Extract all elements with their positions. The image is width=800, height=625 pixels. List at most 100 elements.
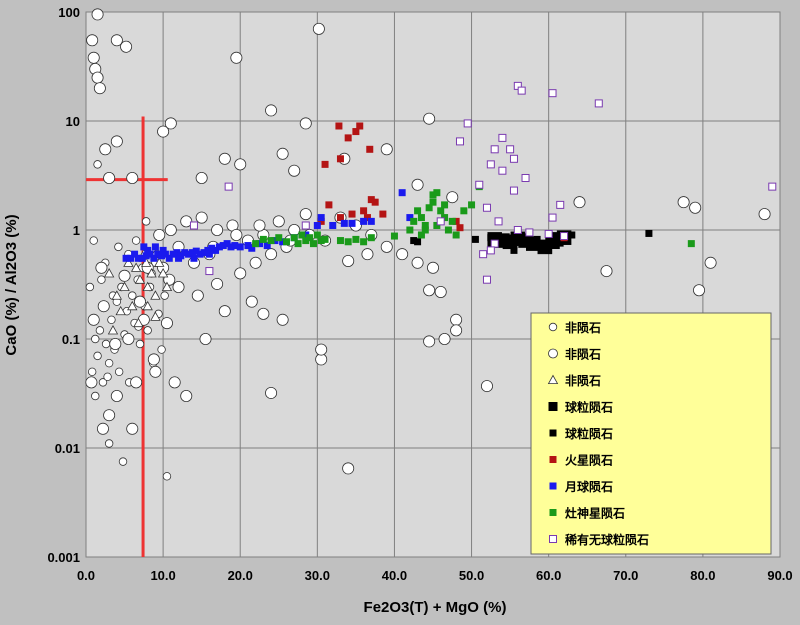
x-axis-title: Fe2O3(T) + MgO (%) <box>364 599 507 616</box>
data-point <box>93 351 102 361</box>
legend-marker <box>549 482 557 490</box>
data-point <box>417 214 425 222</box>
data-point <box>165 254 173 262</box>
data-point <box>180 215 193 228</box>
legend-label: 灶神星陨石 <box>565 506 625 521</box>
data-point <box>410 217 418 225</box>
data-point <box>336 237 344 245</box>
data-point <box>434 285 447 298</box>
data-point <box>157 125 170 138</box>
data-point <box>494 217 503 226</box>
data-point <box>272 215 285 228</box>
data-point <box>344 134 352 142</box>
data-point <box>513 226 522 234</box>
data-point <box>99 143 112 156</box>
data-point <box>317 214 325 222</box>
data-point <box>758 208 771 221</box>
data-point <box>141 217 151 226</box>
data-point <box>185 250 193 258</box>
data-point <box>127 254 135 262</box>
y-tick-label: 100 <box>58 5 80 20</box>
data-point <box>433 221 441 229</box>
data-point <box>120 40 133 53</box>
data-point <box>118 269 131 282</box>
data-point <box>135 339 145 349</box>
legend-marker <box>549 429 557 437</box>
data-point <box>479 250 488 259</box>
series-group <box>103 248 173 335</box>
data-point <box>118 457 128 466</box>
data-point <box>411 178 424 191</box>
data-point <box>414 207 422 215</box>
data-point <box>573 196 586 209</box>
data-point <box>103 372 112 381</box>
data-point <box>450 324 463 337</box>
data-point <box>468 201 476 209</box>
data-point <box>204 246 212 254</box>
data-point <box>482 203 491 212</box>
data-point <box>101 339 111 349</box>
data-point <box>248 244 256 252</box>
legend-marker <box>548 322 558 332</box>
legend-box <box>530 312 772 555</box>
legend-label: 非陨石 <box>565 320 601 335</box>
data-point <box>115 305 126 316</box>
data-point <box>91 8 104 21</box>
data-point <box>190 254 198 262</box>
data-point <box>110 135 123 148</box>
legend-marker <box>549 456 557 463</box>
data-point <box>276 313 289 326</box>
data-point <box>448 217 456 225</box>
data-point <box>142 300 153 311</box>
data-point <box>446 191 459 204</box>
data-point <box>360 217 368 225</box>
data-point <box>249 256 262 269</box>
data-point <box>122 332 135 345</box>
data-point <box>143 326 152 335</box>
data-point <box>87 51 100 64</box>
data-point <box>205 250 213 258</box>
data-point <box>423 335 436 348</box>
data-point <box>429 191 437 199</box>
series-group <box>252 183 695 248</box>
data-point <box>114 242 123 252</box>
data-point <box>162 472 172 481</box>
legend-label: 月球陨石 <box>564 479 613 494</box>
data-point <box>173 249 181 257</box>
data-point <box>367 217 375 225</box>
x-tick-label: 80.0 <box>690 568 715 583</box>
data-point <box>475 180 484 189</box>
data-point <box>437 207 445 215</box>
x-tick-label: 50.0 <box>459 568 484 583</box>
data-point <box>111 290 123 300</box>
data-point <box>85 376 98 389</box>
data-point <box>486 246 495 255</box>
data-point <box>257 307 270 320</box>
x-tick-label: 60.0 <box>536 568 561 583</box>
x-tick-labels: 0.0 10.0 20.0 30.0 40.0 50.0 60.0 70.0 80.0 90.0 <box>77 568 793 583</box>
data-point <box>104 439 114 448</box>
data-point <box>123 257 134 267</box>
data-point <box>398 189 406 197</box>
legend-label: 非陨石 <box>565 347 601 362</box>
data-point <box>313 221 321 229</box>
data-point <box>86 34 99 47</box>
data-point <box>131 236 141 245</box>
data-point <box>348 219 356 227</box>
data-point <box>144 246 152 254</box>
data-point <box>360 207 368 215</box>
data-point <box>97 275 106 284</box>
x-tick-label: 20.0 <box>228 568 253 583</box>
data-point <box>157 268 169 278</box>
data-point <box>352 235 360 243</box>
data-point <box>317 217 325 225</box>
data-point <box>196 250 204 258</box>
data-point <box>704 256 717 269</box>
data-point <box>321 235 329 243</box>
x-tick-label: 30.0 <box>305 568 330 583</box>
data-point <box>336 214 344 222</box>
legend-marker <box>548 348 558 359</box>
data-point <box>317 237 325 245</box>
data-point <box>181 249 189 257</box>
data-point <box>153 228 166 241</box>
